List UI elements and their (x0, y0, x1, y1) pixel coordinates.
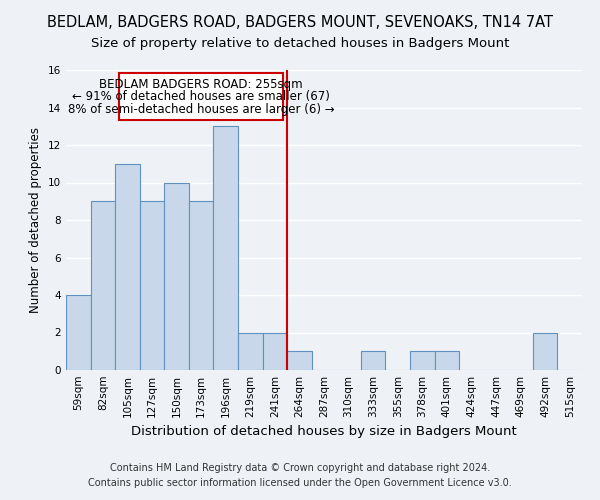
Bar (533, 332, 557, 370)
Text: 8% of semi-detached houses are larger (6) →: 8% of semi-detached houses are larger (6… (68, 104, 334, 117)
Bar (164, 182, 189, 370)
Bar (189, 201, 214, 370)
Text: ← 91% of detached houses are smaller (67): ← 91% of detached houses are smaller (67… (72, 90, 330, 103)
Bar (115, 164, 140, 370)
Bar (263, 332, 287, 370)
Text: Contains HM Land Registry data © Crown copyright and database right 2024.
Contai: Contains HM Land Registry data © Crown c… (88, 462, 512, 487)
Bar (361, 351, 385, 370)
Text: BEDLAM, BADGERS ROAD, BADGERS MOUNT, SEVENOAKS, TN14 7AT: BEDLAM, BADGERS ROAD, BADGERS MOUNT, SEV… (47, 15, 553, 30)
Bar (140, 201, 164, 370)
X-axis label: Distribution of detached houses by size in Badgers Mount: Distribution of detached houses by size … (131, 426, 517, 438)
Text: BEDLAM BADGERS ROAD: 255sqm: BEDLAM BADGERS ROAD: 255sqm (100, 78, 303, 92)
Text: Size of property relative to detached houses in Badgers Mount: Size of property relative to detached ho… (91, 38, 509, 51)
Bar (238, 332, 263, 370)
Bar (66, 295, 91, 370)
Y-axis label: Number of detached properties: Number of detached properties (29, 127, 43, 313)
Bar (410, 351, 434, 370)
Bar (287, 351, 312, 370)
Bar (119, 73, 283, 120)
Bar (214, 126, 238, 370)
Bar (434, 351, 459, 370)
Bar (91, 201, 115, 370)
